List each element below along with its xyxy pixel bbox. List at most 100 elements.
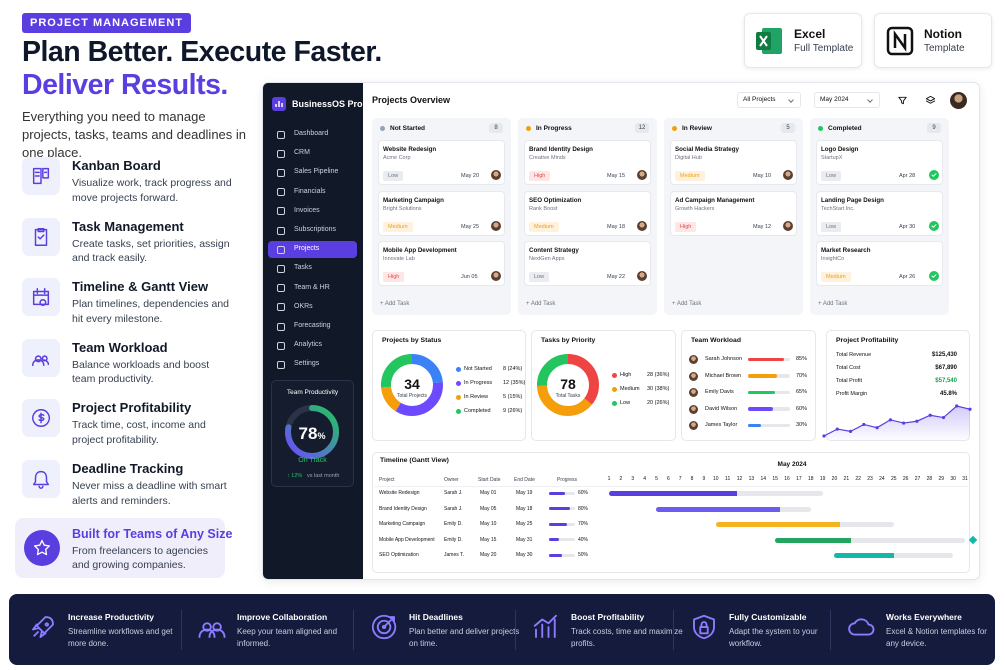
icon	[931, 223, 937, 228]
separator	[515, 610, 516, 650]
separator	[181, 610, 182, 650]
highlight-description: From freelancers to agencies and growing…	[72, 545, 208, 571]
card-date: May 22	[607, 274, 626, 280]
separator	[830, 610, 831, 650]
legend-value: 20 (26%)	[647, 400, 670, 406]
card-client: InsightCo	[821, 256, 845, 262]
legend-label: Completed	[464, 408, 491, 414]
gantt-project: Brand Identity Design	[379, 505, 427, 512]
gantt-panel	[372, 452, 970, 573]
feature-title: Project Profitability	[72, 400, 192, 416]
card-client: Creative Minds	[529, 155, 566, 161]
progress-value: 70%	[578, 521, 589, 527]
nav-label: Financials	[294, 187, 326, 195]
benefit-description: Adapt the system to your workflow.	[729, 627, 818, 648]
legend-dot	[456, 381, 461, 386]
description: Everything you need to manage projects, …	[22, 109, 247, 160]
gantt-day: 2	[619, 476, 623, 482]
gantt-bar	[715, 522, 894, 527]
separator	[353, 610, 354, 650]
task-card	[378, 190, 505, 236]
card-date: Jun 05	[461, 274, 478, 280]
nav-icon	[277, 322, 285, 331]
gantt-end: May 18	[516, 505, 533, 512]
gantt-project: Marketing Campaign	[379, 521, 426, 527]
gantt-month: May 2024	[777, 461, 807, 468]
progress-track	[549, 553, 575, 557]
gantt-bar-progress	[656, 506, 780, 512]
benefit-title: Works Everywhere	[886, 612, 962, 622]
legend-value: 8 (24%)	[503, 366, 523, 372]
card-date: May 20	[461, 173, 480, 179]
nav-icon	[277, 245, 285, 254]
gantt-owner: James T.	[444, 552, 464, 558]
task-card	[816, 140, 943, 185]
card-client: Digital Hub	[675, 155, 702, 161]
status-dot	[526, 126, 531, 131]
icon-shape	[32, 409, 50, 428]
gantt-column-header: End Date	[514, 477, 535, 483]
icon	[198, 622, 226, 638]
card-date: May 25	[461, 223, 480, 230]
gantt-bar	[609, 491, 823, 496]
filter-label: All Projects	[743, 96, 776, 103]
legend-value: 12 (35%)	[503, 380, 526, 386]
icon	[32, 288, 50, 307]
donut-total-label: Total Tasks	[555, 393, 581, 399]
priority-tag: Low	[529, 272, 550, 282]
icon-shape	[34, 227, 48, 246]
icon	[34, 227, 48, 246]
icon-shape	[32, 355, 50, 366]
sparkline-point	[928, 413, 932, 417]
template-subtitle: Template	[924, 43, 965, 54]
gantt-day: 4	[643, 476, 646, 482]
feature-description: Track time, cost, income and project pro…	[72, 419, 206, 446]
card-client: NextGen Apps	[529, 256, 565, 262]
chart-panel	[531, 330, 676, 441]
sparkline-point	[902, 421, 906, 425]
filter-select	[737, 92, 801, 108]
metric-value: $125,430	[931, 352, 957, 358]
metric-value: $67,890	[935, 365, 957, 371]
template-logo	[886, 26, 914, 56]
task-card	[816, 190, 943, 236]
icon-shape	[931, 173, 937, 177]
column-count: 9	[927, 123, 941, 133]
sparkline-line	[823, 405, 971, 437]
sparkline-point	[835, 427, 839, 431]
gantt-bar	[775, 537, 965, 543]
avatar	[689, 371, 698, 381]
member-name: Sarah Johnson	[705, 356, 742, 362]
icon-shape	[32, 470, 50, 489]
icon	[931, 173, 937, 177]
avatar	[689, 388, 698, 397]
template-subtitle: Full Template	[794, 43, 854, 54]
metric-value: 45.8%	[939, 391, 957, 397]
icon-shape	[848, 618, 875, 636]
add-task: + Add Task	[526, 301, 556, 307]
progress-value: 50%	[578, 552, 589, 558]
avatar	[491, 271, 501, 281]
avatar	[491, 220, 501, 231]
legend-label: Medium	[620, 386, 640, 392]
benefit-title: Boost Profitability	[571, 612, 645, 622]
donut-segment	[381, 354, 443, 416]
legend-dot	[456, 409, 461, 414]
card-title: Landing Page Design	[821, 196, 884, 204]
gantt-bar	[834, 553, 954, 558]
legend-dot	[612, 387, 617, 392]
icon	[371, 614, 397, 640]
feature-description: Balance workloads and boost team product…	[72, 358, 210, 386]
member-name: Michael Brown	[705, 372, 742, 379]
feature-description: Never miss a deadline with smart alerts …	[72, 480, 227, 507]
avatar	[637, 271, 647, 281]
headline-accent: Deliver Results.	[22, 69, 228, 101]
gantt-day: 26	[902, 476, 909, 482]
card-date: May 10	[753, 173, 772, 179]
avatar	[950, 92, 967, 109]
avatar	[637, 220, 647, 231]
feature-description: Visualize work, track progress and move …	[72, 177, 232, 204]
sparkline-area	[824, 406, 970, 440]
card-date: Apr 26	[899, 274, 916, 280]
sparkline-point	[822, 434, 826, 438]
